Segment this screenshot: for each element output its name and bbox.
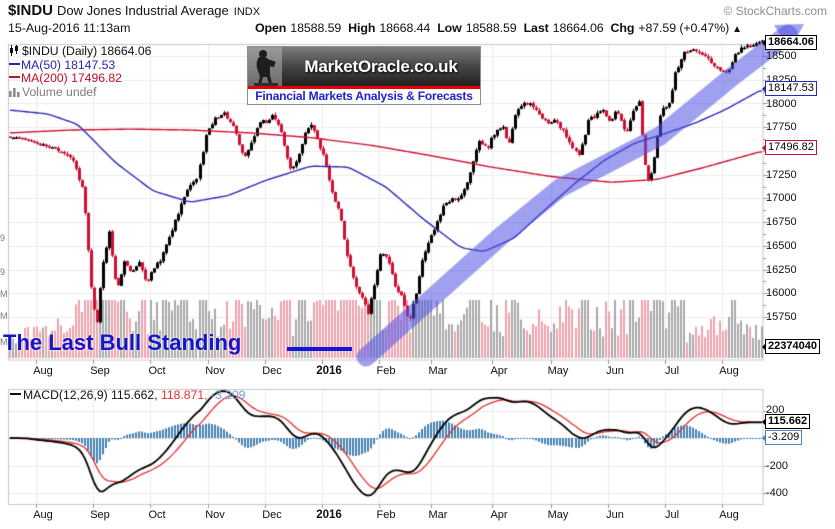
quote-label: High [348, 21, 376, 35]
axis-tick-label: 16250 [766, 264, 797, 276]
month-label: Aug [719, 365, 739, 377]
axis-tick-label: -200 [766, 460, 789, 472]
ticker-symbol: $INDU [8, 2, 54, 19]
quote-label: Chg [610, 21, 635, 35]
dash [9, 76, 20, 79]
quote-value: 18588.59 [290, 21, 342, 35]
chart-header: $INDU Dow Jones Industrial Average INDX © … [8, 2, 827, 20]
annotation-text: The Last Bull Standing [3, 330, 242, 355]
legend-text: MA(200) 17496.82 [21, 71, 122, 86]
axis-tick-label: 15750 [766, 311, 797, 323]
quote-value: 18588.59 [465, 21, 517, 35]
month-label: Jun [606, 365, 624, 377]
month-label: May [547, 509, 569, 521]
macd-legend-value: -3.209 [207, 388, 246, 402]
stockcharts-copyright: © StockCharts.com [723, 4, 827, 18]
macd-line-icon [10, 393, 21, 396]
month-label: Jun [606, 509, 624, 521]
axis-tick-label: -400 [766, 487, 789, 499]
banner-top: MarketOracle.co.uk [248, 47, 480, 86]
macd-legend-value: 118.871, [157, 388, 208, 402]
axis-tick-label: 17000 [766, 192, 797, 204]
month-label: Apr [490, 365, 508, 377]
dash [9, 62, 20, 65]
quote-value: 18668.44 [379, 21, 431, 35]
legend-item: MA(200) 17496.82 [9, 71, 151, 86]
quote-line: Open 18588.59 High 18668.44 Low 18588.59 Last 1… [255, 21, 742, 35]
macd-legend: MACD(12,26,9) 115.662, 118.871, -3.209 [10, 388, 245, 402]
ticker-exchange: INDX [233, 6, 261, 18]
change-up-arrow-icon: ▲ [732, 24, 742, 35]
axis-tick-label: 16750 [766, 216, 797, 228]
month-label: Jul [664, 509, 680, 521]
month-label: 2016 [316, 509, 342, 521]
month-label: Aug [33, 509, 53, 521]
month-label: 2016 [316, 365, 342, 377]
marketoracle-banner[interactable]: MarketOracle.co.uk Financial Markets Ana… [247, 46, 481, 105]
banner-divider [248, 86, 480, 89]
axis-tick-label: 16000 [766, 287, 797, 299]
axis-fragment: M [0, 311, 8, 321]
candlestick-chart-icon [9, 45, 20, 60]
quote-value: 18664.06 [552, 21, 604, 35]
month-label: Sep [90, 509, 110, 521]
quote-label: Last [523, 21, 549, 35]
month-label: Feb [376, 509, 396, 521]
legend-item: Volume undef [9, 84, 151, 101]
month-label: Nov [205, 509, 225, 521]
month-label: Aug [719, 509, 739, 521]
axis-fragment: 9 [0, 233, 6, 243]
legend-item: $INDU (Daily) 18664.06 [9, 44, 152, 60]
month-label: Sep [90, 365, 110, 377]
month-label: Jul [664, 365, 680, 377]
axis-value-box: 18664.06 [762, 35, 817, 50]
legend-text: Volume undef [22, 84, 97, 99]
axis-tick-label: 16500 [766, 240, 797, 252]
axis-fragment: M [0, 337, 8, 347]
axis-value-box: 22374040 [762, 339, 820, 354]
axis-fragment: M [0, 289, 8, 299]
axis-tick-label: 17750 [766, 121, 797, 133]
month-label: Oct [148, 365, 166, 377]
quote-value: +87.59 (+0.47%) [638, 21, 730, 35]
axis-tick-label: 200 [766, 404, 785, 416]
axis-fragment: 9 [0, 267, 6, 277]
quote-label: Low [437, 21, 462, 35]
ticker-name: Dow Jones Industrial Average [57, 3, 229, 18]
month-label: Oct [148, 509, 166, 521]
month-label: Mar [428, 365, 448, 377]
axis-tick-label: 18000 [766, 98, 797, 110]
annotation-pointer-line [287, 347, 352, 351]
month-label: Nov [205, 365, 225, 377]
month-label: Dec [262, 365, 282, 377]
axis-value-box: -3.209 [761, 430, 803, 445]
month-label: May [547, 365, 569, 377]
legend-text: $INDU (Daily) 18664.06 [22, 44, 152, 58]
timestamp: 15-Aug-2016 11:13am [8, 21, 131, 35]
month-label: Apr [490, 509, 508, 521]
quote-label: Open [255, 21, 287, 35]
axis-value-box: 115.662 [761, 414, 811, 429]
month-label: Dec [262, 509, 282, 521]
volume-bars-icon [9, 86, 20, 101]
axis-tick-label: 18500 [766, 50, 797, 62]
axis-value-box: 17496.82 [762, 140, 817, 155]
chart-legend: $INDU (Daily) 18664.06 MA(50) 18147.53 MA(… [9, 44, 152, 101]
month-label: Mar [428, 509, 448, 521]
macd-legend-value: MACD(12,26,9) 115.662, [23, 388, 158, 402]
axis-tick-label: 17250 [766, 169, 797, 181]
axis-value-box: 18147.53 [762, 81, 817, 96]
banner-subtitle: Financial Markets Analysis & Forecasts [248, 89, 480, 104]
month-label: Aug [33, 365, 53, 377]
marketoracle-logo-figure [248, 47, 282, 86]
banner-title: MarketOracle.co.uk [304, 56, 458, 76]
legend-item: MA(50) 18147.53 [9, 57, 151, 73]
legend-text: MA(50) 18147.53 [21, 57, 116, 72]
month-label: Feb [376, 365, 396, 377]
